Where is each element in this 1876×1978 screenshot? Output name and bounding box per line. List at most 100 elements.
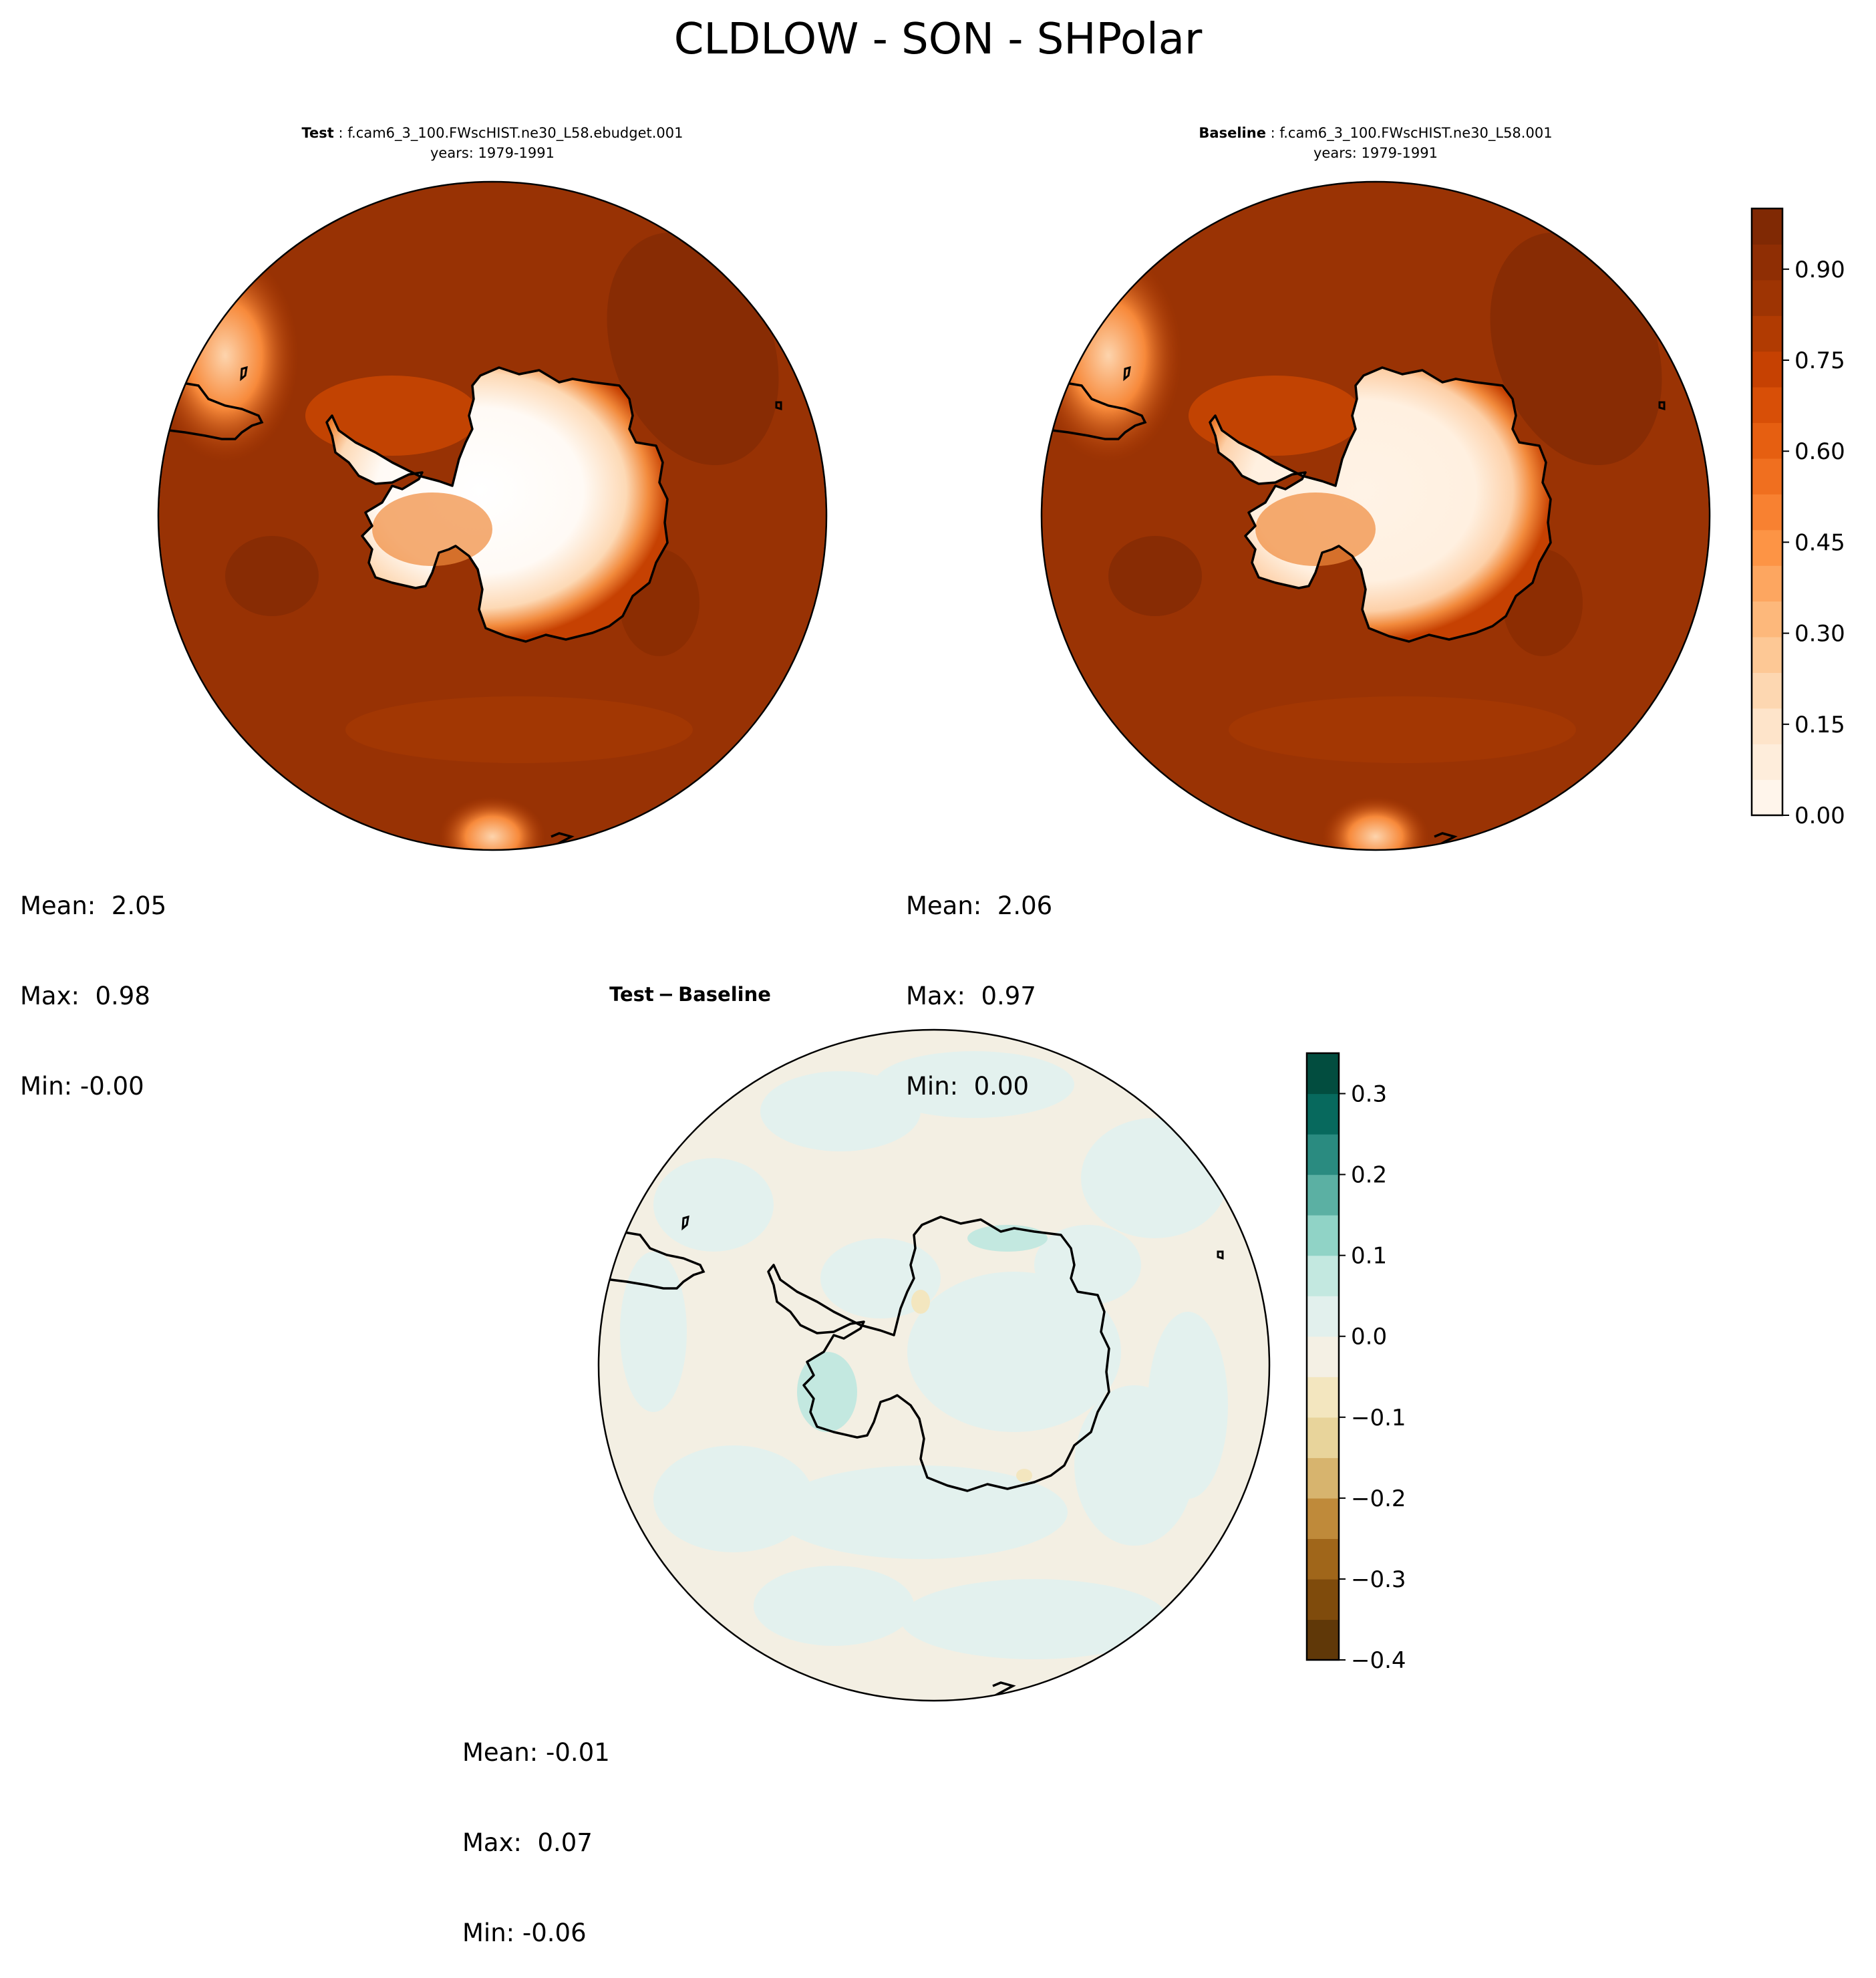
oranges-colorbar-tick-label: 0.75 (1794, 347, 1845, 374)
oranges-colorbar-tick-label: 0.45 (1794, 529, 1845, 556)
difference-min: Min: -0.06 (462, 1919, 587, 1947)
brbg-colorbar-tick-label: 0.3 (1351, 1081, 1387, 1108)
baseline-max: Max: 0.97 (906, 982, 1036, 1010)
dark-cloud-region (607, 232, 779, 466)
new-zealand-coastline (551, 832, 575, 848)
colorbar-segment (1752, 315, 1782, 352)
map-field (599, 1030, 1269, 1700)
brbg-colorbar-tick-label: 0.0 (1351, 1324, 1387, 1351)
colorbar-segment (1307, 1457, 1339, 1499)
test-min: Min: -0.00 (20, 1072, 144, 1101)
south-america-coastline (159, 381, 264, 440)
colorbar-segment (1752, 636, 1782, 673)
figure: CLDLOW - SON - SHPolar 0.000.150.300.450… (157, 15, 1845, 1702)
antarctica-coastline (325, 366, 669, 643)
island-coastline (1658, 401, 1666, 410)
positive-diff-region (653, 1158, 774, 1252)
colorbar-brbg: −0.4 −0.3 −0.2 −0.1 0.0 0.1 0.2 0.3 (1305, 1052, 1406, 1674)
oranges-colorbar-tick-label: 0.15 (1794, 712, 1845, 738)
colorbar-segment (1307, 1578, 1339, 1620)
baseline-case-name: f.cam6_3_100.FWscHIST.ne30_L58.001 (1279, 125, 1552, 142)
colorbar-segment (1752, 208, 1782, 245)
brbg-colorbar-tick-label: −0.3 (1351, 1566, 1406, 1593)
colorbar-segment (1307, 1377, 1339, 1418)
difference-test-label: Test (609, 983, 654, 1006)
positive-diff-region (907, 1272, 1121, 1432)
orange-band (345, 696, 693, 763)
colorbar-oranges: 0.00 0.15 0.30 0.45 0.60 0.75 0.90 (1750, 207, 1845, 829)
dark-cloud-region (225, 536, 319, 616)
positive-diff-region (620, 1252, 687, 1412)
test-mean: Mean: 2.05 (20, 891, 167, 920)
colorbar-segment (1307, 1134, 1339, 1175)
island-coastline (775, 401, 782, 410)
colorbar-frame (1750, 207, 1784, 817)
colorbar-segment (1307, 1255, 1339, 1296)
map-field (1042, 182, 1709, 849)
test-label: Test (302, 125, 334, 141)
colorbar-segment (1752, 565, 1782, 602)
brbg-colorbar-tick-label: 0.1 (1351, 1243, 1387, 1270)
difference-subtitle: Test − Baseline (609, 983, 771, 1006)
new-zealand-coastline (992, 1681, 1016, 1697)
colorbar-segment (1307, 1619, 1339, 1661)
colorbar-segment (1752, 387, 1782, 424)
difference-stats: Mean: -0.01 Max: 0.07 Min: -0.06 (462, 1677, 610, 1978)
baseline-subtitle: Baseline : f.cam6_3_100.FWscHIST.ne30_L5… (1199, 125, 1552, 142)
difference-max: Max: 0.07 (462, 1828, 593, 1857)
brbg-colorbar-tick-label: −0.2 (1351, 1486, 1406, 1512)
baseline-stats: Mean: 2.06 Max: 0.97 Min: 0.00 (906, 831, 1052, 1131)
colorbar-segment (1752, 244, 1782, 281)
negative-diff-region (1016, 1469, 1032, 1482)
colorbar-segment (1307, 1093, 1339, 1135)
colorbar-segment (1307, 1174, 1339, 1216)
orange-band (1229, 696, 1576, 763)
warm-patch-bottom (439, 797, 546, 849)
colorbar-segment (1307, 1053, 1339, 1095)
oranges-colorbar-tick-label: 0.30 (1794, 621, 1845, 648)
positive-diff-region (797, 1352, 857, 1432)
map-boundary (597, 1028, 1271, 1702)
positive-diff-region (874, 1051, 1074, 1118)
colorbar-frame (1305, 1052, 1340, 1661)
colorbar-segment (1307, 1215, 1339, 1256)
orange-band (305, 376, 479, 456)
oranges-colorbar-tick-label: 0.90 (1794, 257, 1845, 283)
colorbar-segment (1752, 601, 1782, 638)
map-boundary (157, 180, 828, 851)
ice-sheet-field (1210, 368, 1551, 642)
map-boundary (1040, 180, 1711, 851)
figure-title: CLDLOW - SON - SHPolar (674, 15, 1203, 64)
colorbar-segment (1752, 494, 1782, 531)
colorbar-segment (1752, 458, 1782, 494)
test-case-name: f.cam6_3_100.FWscHIST.ne30_L58.ebudget.0… (347, 125, 683, 142)
dark-cloud-region (1490, 232, 1662, 466)
colorbar-segment (1752, 529, 1782, 566)
ice-sheet-field (327, 368, 667, 642)
positive-diff-region (1148, 1312, 1228, 1499)
orange-band (1189, 376, 1362, 456)
baseline-label: Baseline (1199, 125, 1266, 141)
colorbar-segment (1752, 779, 1782, 816)
south-america-coastline (599, 1230, 706, 1290)
colorbar-segment (1307, 1336, 1339, 1377)
test-subtitle: Test : f.cam6_3_100.FWscHIST.ne30_L58.eb… (302, 125, 683, 142)
colorbar-segment (1307, 1296, 1339, 1337)
positive-diff-region (820, 1238, 941, 1318)
colorbar-segment (1752, 351, 1782, 388)
positive-diff-region (774, 1465, 1068, 1559)
peninsula-gradient (372, 492, 492, 566)
south-america-coastline (1042, 381, 1147, 440)
falkland-coastline (681, 1215, 689, 1231)
baseline-map-panel (1040, 180, 1711, 851)
new-zealand-coastline (1434, 832, 1458, 848)
colorbar-segment (1307, 1417, 1339, 1458)
positive-diff-region (754, 1566, 914, 1646)
positive-diff-region (653, 1445, 814, 1552)
test-max: Max: 0.98 (20, 982, 150, 1010)
difference-minus: − (658, 983, 674, 1006)
colorbar-segment (1752, 279, 1782, 316)
antarctica-coastline (1209, 366, 1552, 643)
positive-diff-region (901, 1579, 1168, 1659)
brbg-colorbar-tick-label: −0.4 (1351, 1647, 1406, 1674)
